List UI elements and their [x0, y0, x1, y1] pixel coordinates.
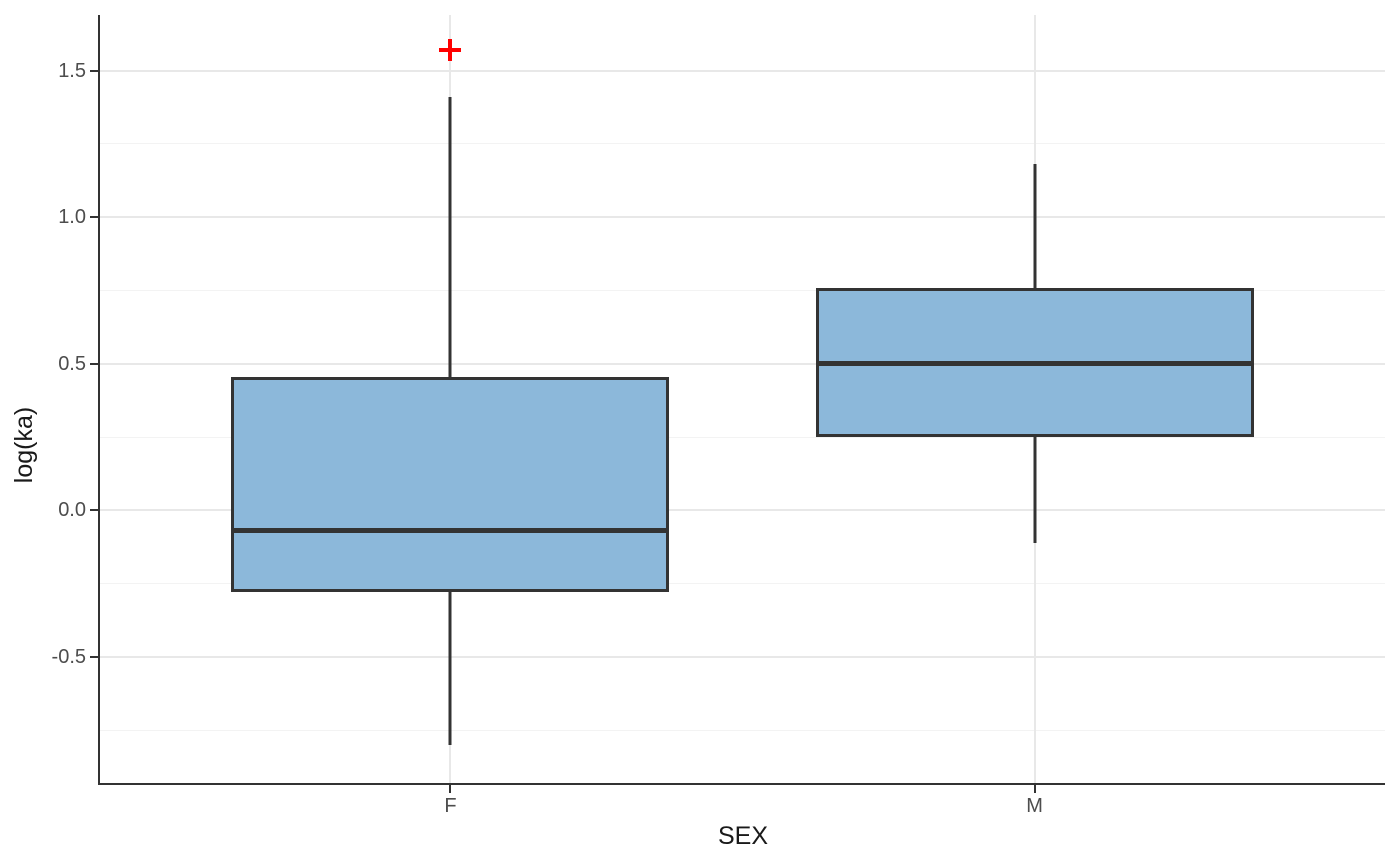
y-tick-label: -0.5 — [51, 645, 86, 668]
gridline-major — [100, 69, 1385, 72]
gridline-major — [100, 362, 1385, 365]
x-axis-line — [98, 783, 1385, 785]
box-iqr — [231, 377, 670, 593]
y-tick-label: 0.5 — [58, 352, 86, 375]
median-line — [231, 528, 670, 534]
y-axis-title: log(ka) — [10, 406, 38, 484]
gridline-major — [100, 655, 1385, 658]
gridline-minor — [100, 436, 1385, 438]
y-tick-label: 1.0 — [58, 206, 86, 229]
x-tick-label: M — [1026, 795, 1043, 817]
gridline-major — [100, 509, 1385, 512]
gridline-minor — [100, 583, 1385, 585]
gridline-minor — [100, 729, 1385, 731]
y-axis-line — [98, 15, 100, 785]
y-tick-label: 1.5 — [58, 59, 86, 82]
x-tick-mark — [1033, 785, 1036, 793]
x-tick-label: F — [444, 795, 457, 817]
gridline-minor — [100, 143, 1385, 145]
x-axis-title: SEX — [717, 822, 769, 850]
y-tick-mark — [90, 509, 98, 512]
x-tick-mark — [449, 785, 452, 793]
gridline-major — [100, 216, 1385, 219]
y-tick-mark — [90, 216, 98, 219]
y-tick-mark — [90, 69, 98, 72]
y-tick-mark — [90, 655, 98, 658]
y-tick-label: 0.0 — [58, 499, 86, 522]
gridline-minor — [100, 290, 1385, 292]
median-line — [815, 361, 1254, 367]
y-tick-mark — [90, 362, 98, 365]
outlier-plus-v — [448, 39, 453, 62]
